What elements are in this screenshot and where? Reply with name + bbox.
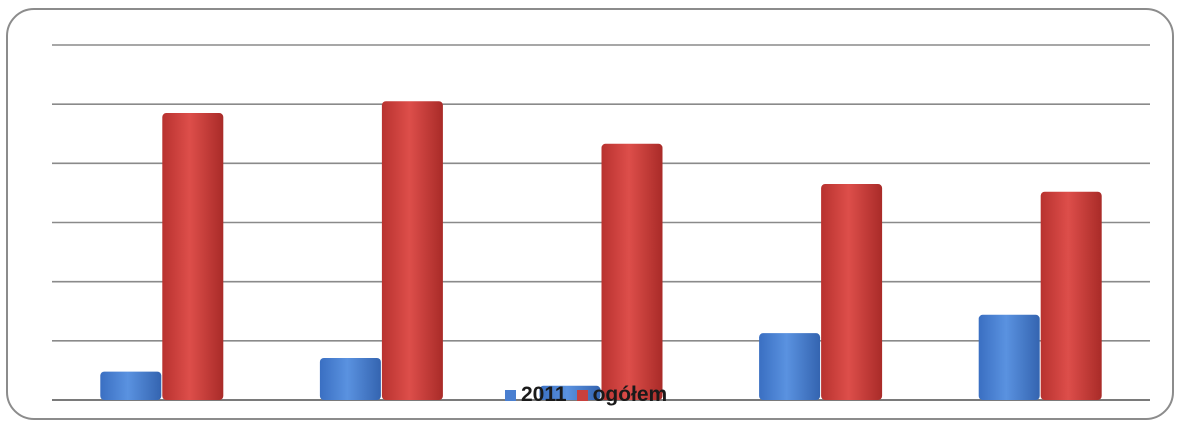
bar-2011-4 (759, 333, 821, 400)
legend-swatch-2011 (505, 389, 516, 401)
legend: 2011 ogółem (505, 382, 677, 408)
bar-ogolem-2 (381, 101, 443, 400)
legend-item-ogolem: ogółem (576, 383, 668, 407)
legend-label-ogolem: ogółem (592, 383, 668, 406)
legend-swatch-ogolem (576, 389, 588, 401)
bar-2011-2 (319, 357, 381, 400)
bars (100, 101, 1102, 401)
legend-item-2011: 2011 (505, 383, 567, 407)
gridlines (52, 44, 1150, 401)
bar-ogolem-1 (162, 113, 224, 401)
bar-2011-5 (978, 314, 1040, 400)
bar-ogolem-4 (821, 184, 883, 400)
legend-label-2011: 2011 (521, 383, 567, 406)
bar-2011-1 (100, 371, 162, 400)
bar-ogolem-5 (1040, 191, 1102, 400)
bar-ogolem-3 (601, 143, 663, 400)
